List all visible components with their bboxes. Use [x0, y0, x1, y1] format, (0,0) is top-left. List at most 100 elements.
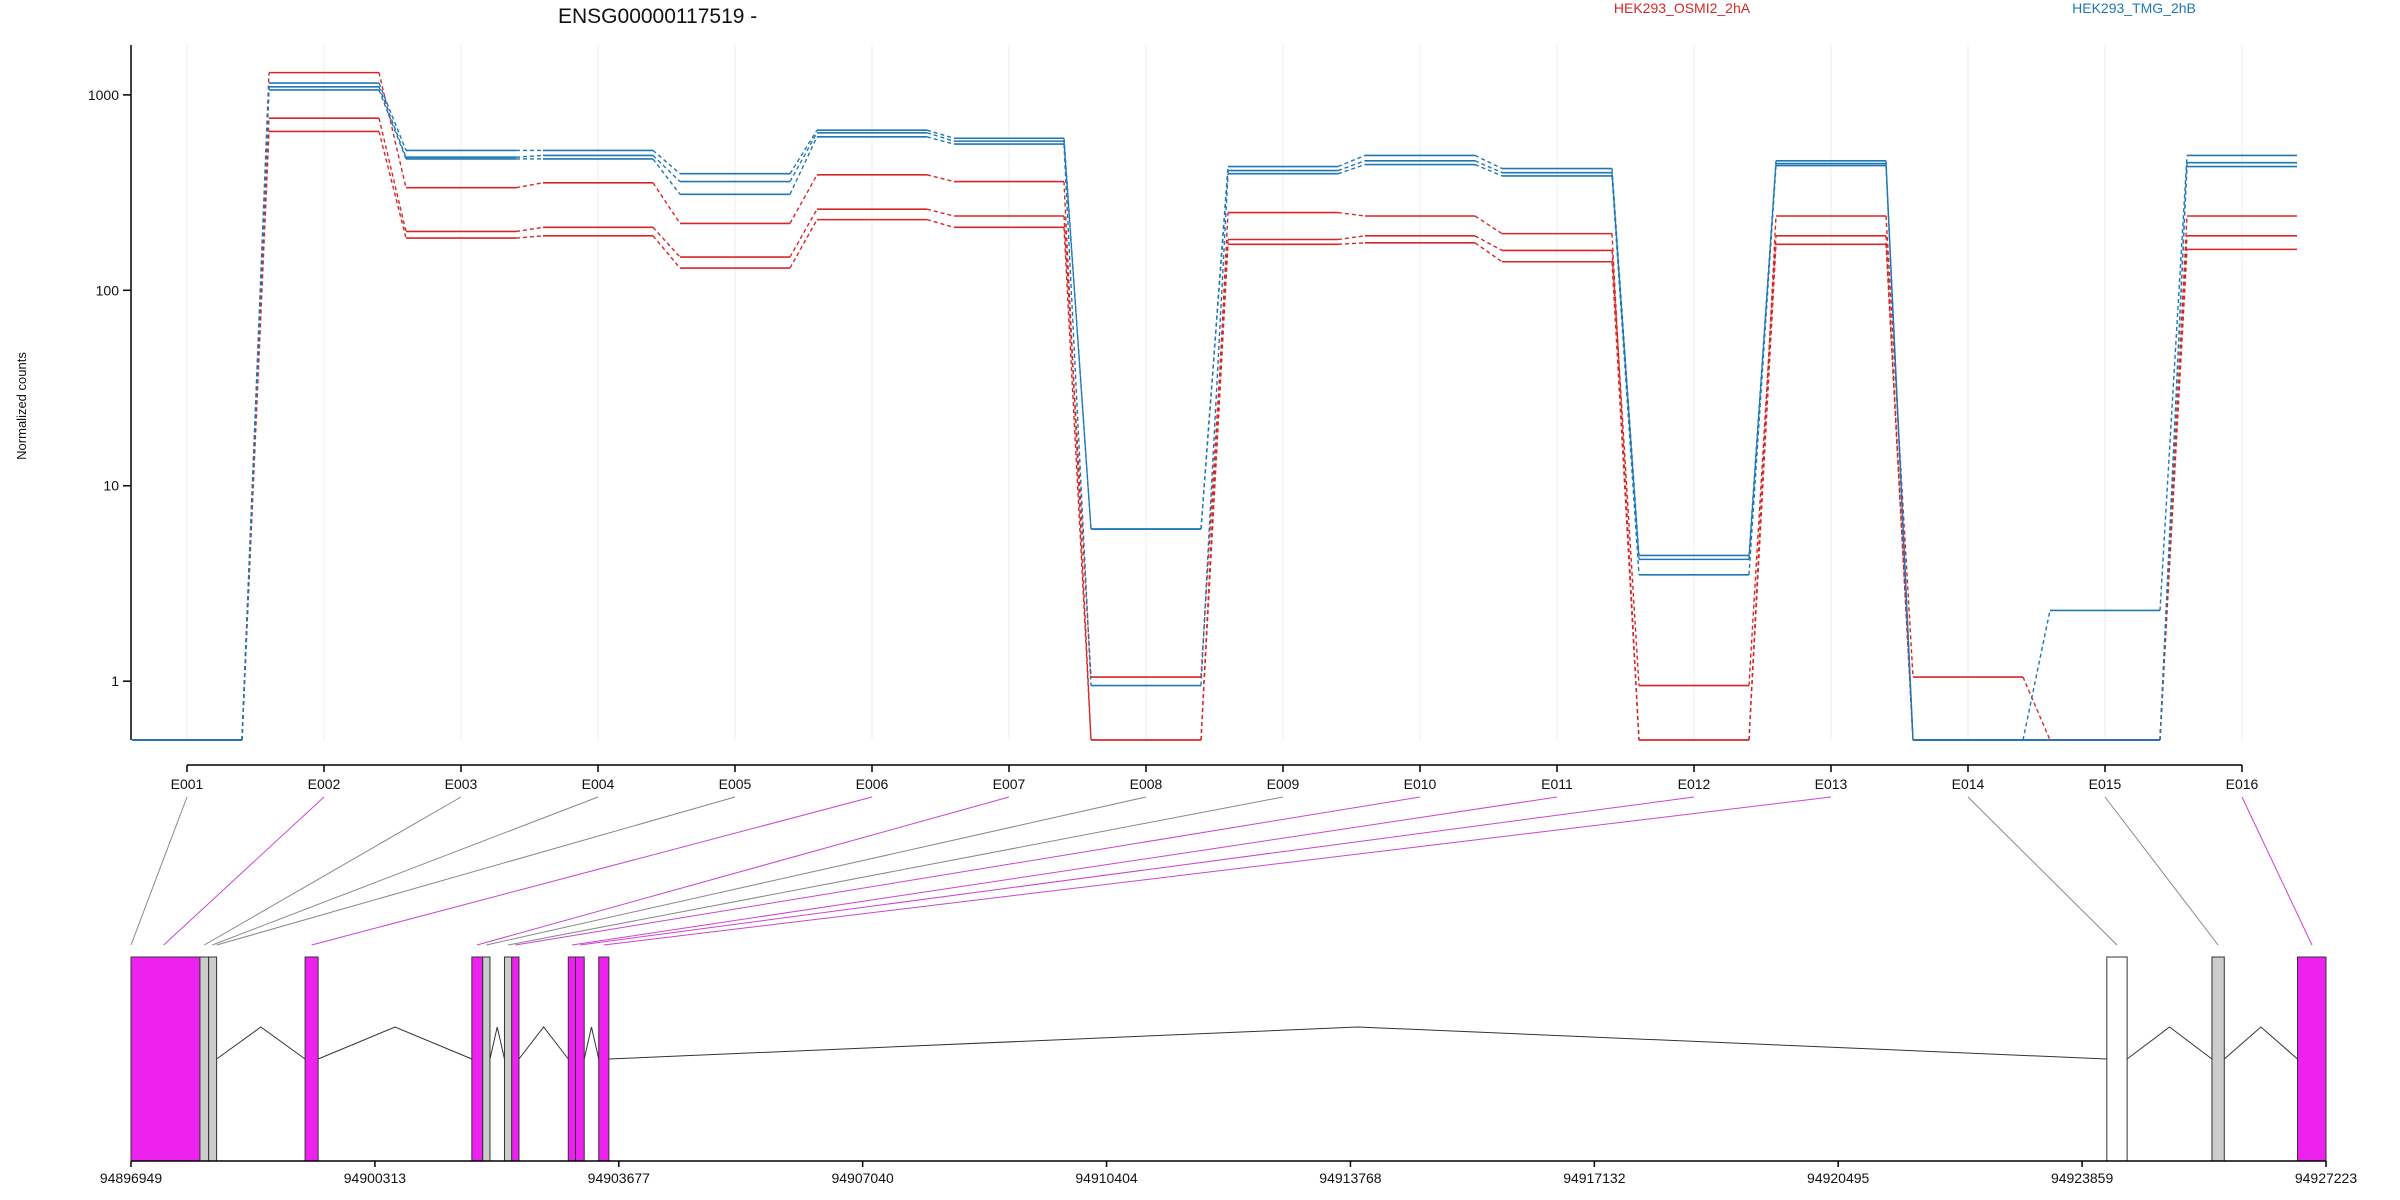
- genomic-axis-label: 94917132: [1563, 1170, 1626, 1186]
- series-connector: [1885, 163, 1914, 741]
- series-connector: [1474, 163, 1503, 177]
- series-connector: [1748, 244, 1777, 741]
- genomic-axis-label: 94923859: [2051, 1170, 2114, 1186]
- axes-layer: 1 10 100 1000 E001 E002 E003 E004 E005 E006 E007 E0…: [88, 45, 2259, 792]
- series-connector: [1885, 165, 1914, 741]
- x-tick-label: E006: [856, 776, 889, 792]
- series-connector: [1337, 163, 1366, 175]
- series-layer: [132, 71, 2297, 741]
- genomic-axis-label: 94900313: [344, 1170, 407, 1186]
- exon-connector-E013: [603, 796, 1832, 946]
- series-connector: [378, 89, 407, 160]
- series-connector: [789, 129, 818, 175]
- exon-box: [575, 956, 585, 1162]
- series-connector: [652, 149, 681, 175]
- series-connector: [1200, 239, 1229, 678]
- exon-connector-E005: [216, 796, 736, 946]
- series-2: [132, 117, 2297, 741]
- x-tick-label: E007: [993, 776, 1026, 792]
- x-tick-label: E016: [2226, 776, 2259, 792]
- series-connector: [2159, 249, 2188, 741]
- x-tick-label: E015: [2089, 776, 2122, 792]
- exon-connector-E002: [163, 796, 325, 946]
- series-connector: [926, 132, 955, 142]
- series-connector: [1611, 250, 1640, 686]
- intron: [2126, 1026, 2213, 1060]
- exon-box: [199, 956, 210, 1162]
- series-connector: [1611, 175, 1640, 575]
- series-connector: [1200, 244, 1229, 741]
- intron: [583, 1026, 600, 1060]
- exon-connector-E012: [579, 796, 1695, 946]
- exon-box: [304, 956, 319, 1162]
- y-tick-label: 10: [103, 478, 119, 494]
- series-connector: [789, 219, 818, 269]
- series-connector: [2159, 155, 2188, 611]
- series-connector: [1337, 235, 1366, 241]
- genomic-axis-label: 94903677: [588, 1170, 651, 1186]
- exon-box: [2106, 956, 2128, 1162]
- exon-connector-E009: [508, 796, 1284, 946]
- series-connector: [378, 82, 407, 151]
- x-tick-label: E013: [1815, 776, 1848, 792]
- series-connector: [1337, 154, 1366, 168]
- exon-connector-E003: [204, 796, 462, 946]
- series-5: [132, 85, 2297, 741]
- series-connector: [1748, 165, 1777, 575]
- series-connector: [926, 129, 955, 139]
- exon-connector-E014: [1967, 796, 2118, 946]
- connector-layer: [130, 796, 2313, 946]
- exon-box: [471, 956, 484, 1162]
- series-connector: [515, 235, 544, 239]
- series-connector: [1063, 138, 1092, 530]
- grid-layer: [186, 45, 2243, 740]
- series-connector: [926, 136, 955, 145]
- series-1: [132, 71, 2297, 741]
- exon-connector-E004: [212, 796, 599, 946]
- x-tick-label: E002: [308, 776, 341, 792]
- series-connector: [515, 154, 544, 158]
- series-connector: [1474, 235, 1503, 252]
- series-3: [132, 130, 2297, 741]
- exon-connector-E010: [515, 796, 1421, 946]
- y-tick-label: 1: [111, 673, 119, 689]
- series-connector: [1748, 160, 1777, 556]
- exon-box: [2297, 956, 2327, 1162]
- x-tick-label: E010: [1404, 776, 1437, 792]
- series-connector: [378, 118, 407, 232]
- genomic-axis-label: 94896949: [100, 1170, 163, 1186]
- series-connector: [1474, 160, 1503, 174]
- series-connector: [789, 136, 818, 195]
- exon-connector-E007: [476, 796, 1010, 946]
- series-connector: [1200, 173, 1229, 686]
- series-connector: [2022, 610, 2051, 741]
- intron: [317, 1026, 473, 1060]
- x-tick-label: E014: [1952, 776, 1985, 792]
- x-tick-label: E001: [171, 776, 204, 792]
- exon-box: [503, 956, 513, 1162]
- series-connector: [926, 218, 955, 229]
- y-tick-label: 1000: [88, 87, 119, 103]
- series-connector: [515, 226, 544, 233]
- legend-label-series-1: HEK293_OSMI2_2hA: [1614, 0, 1751, 16]
- x-tick-label: E012: [1678, 776, 1711, 792]
- series-connector: [378, 72, 407, 188]
- exon-connector-E011: [571, 796, 1558, 946]
- x-tick-label: E009: [1267, 776, 1300, 792]
- exon-connector-E006: [311, 796, 873, 946]
- series-4: [132, 82, 2297, 741]
- exon-box: [130, 956, 201, 1162]
- exon-box: [598, 956, 610, 1162]
- series-connector: [1063, 141, 1092, 530]
- series-connector: [1063, 227, 1092, 741]
- series-connector: [1748, 235, 1777, 686]
- series-connector: [789, 208, 818, 258]
- series-connector: [1200, 170, 1229, 530]
- genomic-axis-label: 94913768: [1319, 1170, 1382, 1186]
- series-connector: [1337, 211, 1366, 217]
- series-connector: [241, 89, 270, 741]
- series-connector: [1474, 215, 1503, 235]
- exon-connector-E001: [130, 796, 188, 946]
